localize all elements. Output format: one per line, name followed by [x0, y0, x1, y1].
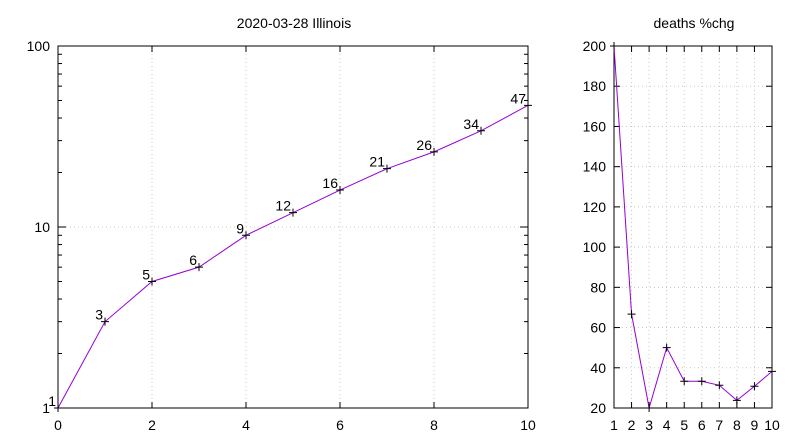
left-data-label: 6: [189, 252, 197, 268]
right-x-tick-label: 9: [751, 417, 759, 433]
right-x-tick-label: 2: [628, 417, 636, 433]
left-y-tick-label: 10: [34, 219, 50, 235]
left-data-label: 34: [463, 116, 479, 132]
left-data-point: [383, 164, 391, 173]
right-y-tick-label: 160: [583, 118, 607, 134]
right-data-point: [610, 42, 618, 50]
right-chart-deaths-pct-change: deaths %chg 1 2 3 4 5 6 7 8 9 10 20 40 60 80 100 120 140…: [583, 15, 780, 433]
right-x-tick-label: 1: [610, 417, 618, 433]
left-data-label: 12: [275, 198, 291, 214]
left-x-tick-label: 8: [430, 417, 438, 433]
left-data-point: [242, 231, 250, 240]
left-data-point: [195, 263, 203, 272]
left-data-label: 9: [236, 220, 244, 236]
right-x-tick-label: 3: [645, 417, 653, 433]
right-y-tick-label: 60: [590, 320, 606, 336]
left-data-point: [336, 186, 344, 195]
left-x-tick-label: 10: [520, 417, 536, 433]
right-data-point: [680, 377, 689, 386]
left-data-point: [289, 208, 297, 217]
left-data-point: [54, 404, 62, 412]
right-data-point: [768, 367, 776, 376]
left-plot-frame: [57, 45, 529, 409]
left-data-label: 26: [416, 137, 432, 153]
left-y-tick-label: 1: [42, 400, 50, 416]
left-data-label: 47: [510, 90, 526, 106]
right-y-tick-label: 40: [590, 360, 606, 376]
right-x-tick-label: 7: [715, 417, 723, 433]
right-data-point: [732, 396, 741, 405]
left-x-tick-label: 0: [54, 417, 62, 433]
right-y-tick-label: 140: [583, 159, 607, 175]
left-data-point: [101, 317, 109, 326]
right-x-tick-label: 8: [733, 417, 741, 433]
right-data-point: [662, 343, 671, 352]
left-x-tick-label: 4: [242, 417, 250, 433]
left-data-label: 1: [48, 393, 56, 409]
left-data-point: [524, 101, 532, 110]
right-data-point: [697, 377, 706, 386]
left-chart-title: 2020-03-28 Illinois: [237, 15, 351, 31]
right-x-tick-label: 4: [663, 417, 671, 433]
right-chart-title: deaths %chg: [654, 15, 735, 31]
right-y-tick-label: 20: [590, 400, 606, 416]
right-series-line: [613, 45, 773, 409]
right-y-tick-label: 180: [583, 78, 607, 94]
right-data-point: [750, 382, 759, 391]
left-data-point: [148, 277, 156, 286]
left-data-point: [477, 126, 485, 135]
left-data-label: 21: [369, 154, 385, 170]
right-y-tick-label: 120: [583, 199, 607, 215]
left-data-label: 16: [322, 175, 338, 191]
right-x-tick-label: 5: [680, 417, 688, 433]
left-data-point: [430, 147, 438, 156]
right-y-tick-label: 100: [583, 239, 607, 255]
left-chart-cumulative-deaths: 2020-03-28 Illinois 0 2 4 6 8 10 1 10 100 1 3 5 6 9 12…: [27, 15, 536, 433]
right-data-point: [627, 310, 636, 319]
right-data-point: [645, 404, 654, 412]
right-x-tick-label: 6: [698, 417, 706, 433]
right-data-point: [715, 381, 724, 390]
left-x-tick-label: 6: [336, 417, 344, 433]
left-x-tick-label: 2: [148, 417, 156, 433]
right-x-tick-label: 10: [764, 417, 780, 433]
left-y-tick-label: 100: [27, 38, 51, 54]
right-y-tick-label: 200: [583, 38, 607, 54]
right-y-tick-label: 80: [590, 279, 606, 295]
left-data-label: 5: [142, 266, 150, 282]
left-series-line: [57, 104, 529, 409]
left-data-label: 3: [95, 307, 103, 323]
right-plot-frame: [613, 45, 773, 409]
